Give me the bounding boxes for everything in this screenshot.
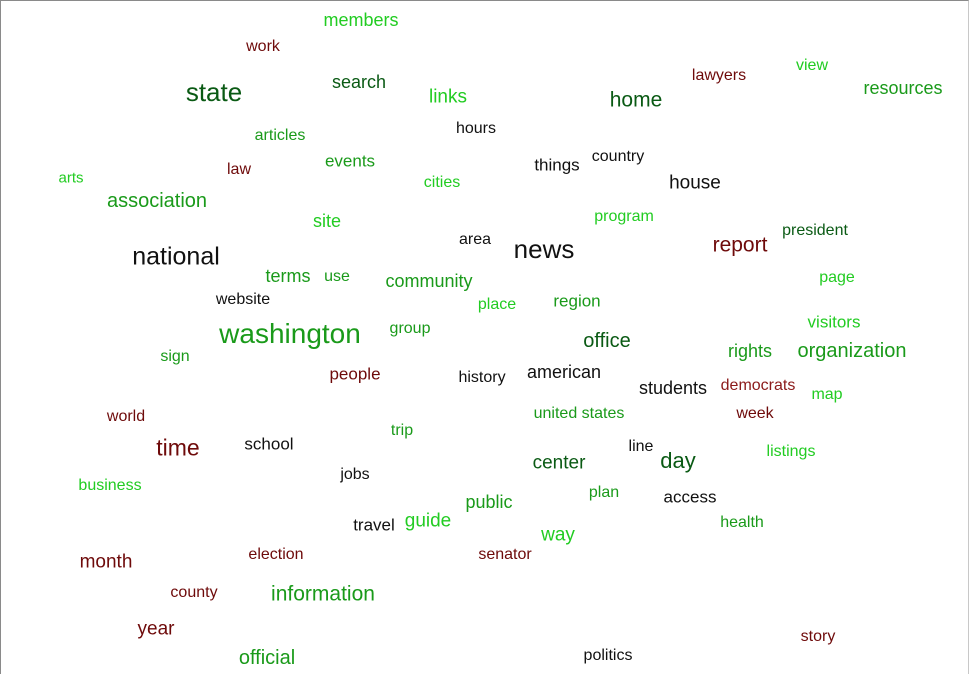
word-democrats: democrats — [720, 377, 796, 394]
word-county: county — [170, 584, 218, 601]
word-official: official — [238, 647, 296, 669]
word-website: website — [215, 291, 271, 308]
word-area: area — [458, 231, 492, 248]
word-president: president — [782, 222, 848, 239]
word-members: members — [323, 10, 399, 30]
word-story: story — [800, 628, 836, 645]
word-history: history — [458, 369, 506, 386]
word-washington: washington — [219, 318, 361, 349]
word-rights: rights — [727, 341, 773, 361]
word-month: month — [79, 551, 133, 573]
word-politics: politics — [583, 647, 633, 664]
word-region: region — [553, 291, 601, 311]
word-organization: organization — [797, 340, 907, 362]
word-united-states: united states — [533, 405, 625, 422]
word-line: line — [628, 438, 654, 455]
word-home: home — [609, 88, 663, 112]
word-resources: resources — [863, 78, 943, 98]
word-state: state — [185, 77, 243, 107]
word-work: work — [246, 38, 280, 55]
word-association: association — [106, 190, 208, 212]
word-office: office — [583, 330, 631, 352]
word-use: use — [324, 268, 350, 285]
word-program: program — [594, 208, 654, 225]
word-visitors: visitors — [807, 312, 861, 332]
word-day: day — [660, 448, 696, 473]
word-community: community — [385, 271, 473, 291]
word-lawyers: lawyers — [691, 67, 747, 84]
word-hours: hours — [455, 120, 497, 137]
word-site: site — [312, 211, 342, 231]
word-sign: sign — [160, 348, 190, 365]
word-plan: plan — [588, 484, 620, 501]
word-events: events — [324, 151, 376, 171]
word-map: map — [811, 386, 843, 403]
word-week: week — [736, 405, 774, 422]
word-public: public — [465, 492, 513, 512]
word-place: place — [477, 296, 517, 313]
word-arts: arts — [58, 169, 84, 187]
word-people: people — [329, 364, 381, 384]
word-listings: listings — [766, 443, 816, 460]
word-health: health — [720, 514, 764, 531]
word-information: information — [271, 582, 375, 606]
word-travel: travel — [353, 515, 395, 535]
word-time: time — [156, 434, 200, 461]
word-school: school — [244, 434, 294, 454]
word-way: way — [541, 524, 575, 546]
word-terms: terms — [265, 266, 311, 286]
word-students: students — [638, 378, 708, 398]
word-news: news — [513, 234, 575, 264]
word-page: page — [819, 269, 855, 286]
word-world: world — [106, 408, 146, 425]
word-articles: articles — [254, 127, 306, 144]
word-cities: cities — [423, 174, 461, 191]
word-access: access — [663, 487, 717, 507]
word-things: things — [534, 155, 580, 175]
word-house: house — [669, 172, 721, 194]
word-center: center — [532, 452, 586, 474]
word-american: american — [526, 362, 602, 382]
word-election: election — [248, 546, 304, 563]
word-report: report — [712, 233, 768, 257]
word-group: group — [389, 320, 431, 337]
word-search: search — [331, 72, 387, 92]
word-business: business — [78, 477, 142, 494]
word-national: national — [132, 242, 220, 271]
word-guide: guide — [404, 510, 452, 532]
word-jobs: jobs — [340, 466, 370, 483]
word-law: law — [226, 161, 252, 178]
word-links: links — [428, 86, 468, 108]
word-country: country — [591, 148, 645, 165]
word-senator: senator — [478, 546, 532, 563]
word-trip: trip — [390, 422, 414, 439]
word-year: year — [137, 618, 175, 640]
word-view: view — [795, 57, 829, 74]
